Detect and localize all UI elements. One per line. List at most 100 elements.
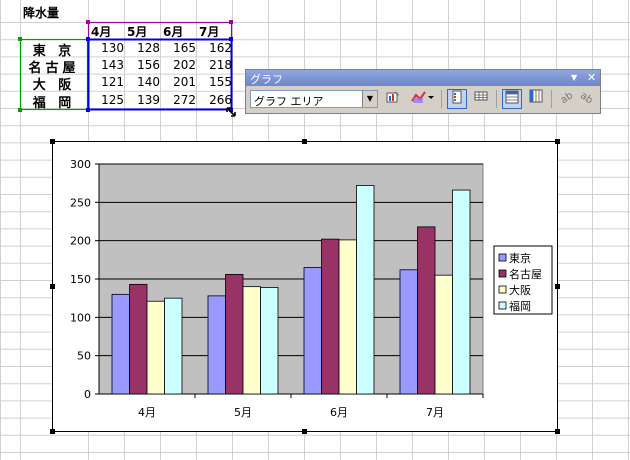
chart-object-select[interactable]: グラフ エリア ▼ — [250, 90, 378, 108]
legend-swatch — [498, 301, 507, 310]
range-handle[interactable] — [229, 37, 233, 41]
row-header-city[interactable]: 名古屋 — [28, 61, 80, 77]
bar[interactable] — [225, 273, 244, 395]
range-handle[interactable] — [86, 20, 90, 24]
row-header-city[interactable]: 東 京 — [32, 44, 76, 59]
table-cell[interactable]: 143 — [101, 58, 124, 73]
bar[interactable] — [129, 283, 148, 395]
bar[interactable] — [303, 267, 322, 395]
table-cell[interactable]: 130 — [101, 41, 124, 55]
x-tick-label: 5月 — [234, 406, 252, 419]
format-chart-area-button[interactable] — [383, 89, 403, 109]
table-cell[interactable]: 162 — [209, 41, 232, 55]
table-cell[interactable]: 139 — [137, 92, 160, 107]
by-row-button[interactable] — [502, 89, 522, 109]
y-tick-label: 0 — [84, 388, 91, 401]
chevron-down-icon[interactable]: ▼ — [362, 91, 377, 107]
table-cell[interactable]: 201 — [173, 75, 196, 90]
bar[interactable] — [260, 287, 279, 395]
bar[interactable] — [434, 274, 453, 395]
by-row-icon — [505, 90, 519, 104]
y-tick-label: 100 — [70, 311, 91, 324]
bar[interactable] — [242, 286, 261, 395]
toolbar-separator — [441, 90, 442, 108]
chart-type-icon — [411, 91, 434, 103]
legend-label: 福岡 — [509, 299, 531, 313]
table-cell[interactable]: 140 — [137, 75, 160, 90]
column-header-month[interactable]: 4月 — [91, 25, 112, 39]
chart-type-button[interactable] — [410, 89, 436, 109]
legend-label: 東京 — [509, 251, 531, 265]
svg-text:ab: ab — [559, 90, 574, 105]
sheet-title: 降水量 — [23, 6, 60, 20]
table-cell[interactable]: 266 — [209, 92, 232, 107]
range-handle[interactable] — [229, 108, 233, 112]
chart-resize-handle[interactable] — [555, 284, 560, 289]
data-range-border — [87, 38, 233, 111]
bar[interactable] — [417, 226, 436, 395]
table-cell[interactable]: 125 — [101, 92, 124, 107]
row-header-city[interactable]: 大 阪 — [32, 78, 76, 94]
chart-area[interactable]: 0 50 100 150 200 250 300 4月 5月 6月 7月 東京 名古屋 大阪 福岡 — [52, 141, 558, 432]
bar[interactable] — [452, 189, 471, 395]
table-cell[interactable]: 165 — [173, 41, 196, 55]
legend-swatch — [498, 269, 507, 278]
table-cell[interactable]: 128 — [137, 41, 160, 55]
angle-text-down-button[interactable]: ab — [556, 89, 576, 109]
x-tick-label: 7月 — [426, 406, 444, 419]
chart-resize-handle[interactable] — [302, 429, 307, 434]
legend-icon — [452, 90, 462, 104]
bar[interactable] — [207, 295, 226, 395]
chart-resize-handle[interactable] — [50, 429, 55, 434]
chart-resize-handle[interactable] — [50, 284, 55, 289]
range-handle[interactable] — [86, 108, 90, 112]
range-handle[interactable] — [18, 108, 22, 112]
table-cell[interactable]: 272 — [173, 92, 196, 107]
range-handle[interactable] — [18, 37, 22, 41]
toolbar-separator — [496, 90, 497, 108]
column-header-month[interactable]: 5月 — [127, 25, 148, 39]
svg-text:ab: ab — [579, 90, 595, 105]
y-tick-label: 250 — [70, 196, 91, 209]
y-tick-label: 300 — [70, 158, 91, 171]
data-table-button[interactable] — [471, 89, 491, 109]
bar[interactable] — [111, 293, 130, 395]
legend-button[interactable] — [447, 89, 467, 109]
row-header-city[interactable]: 福 岡 — [32, 95, 76, 111]
y-tick-label: 50 — [77, 350, 91, 363]
bar[interactable] — [146, 300, 165, 395]
chart-toolbar[interactable]: グラフ ▼ ✕ グラフ エリア ▼ ab ab — [245, 69, 601, 114]
bar[interactable] — [399, 269, 418, 395]
toolbar-title-bar[interactable]: グラフ ▼ ✕ — [246, 70, 600, 86]
chart-resize-handle[interactable] — [555, 429, 560, 434]
bar[interactable] — [356, 185, 375, 395]
chart-resize-handle[interactable] — [555, 139, 560, 144]
table-cell[interactable]: 202 — [173, 58, 196, 73]
legend-swatch — [498, 285, 507, 294]
toolbar-options-icon[interactable]: ▼ — [571, 73, 578, 82]
table-cell[interactable]: 156 — [137, 58, 160, 73]
toolbar-close-icon[interactable]: ✕ — [587, 71, 597, 84]
legend-label: 大阪 — [509, 283, 531, 297]
table-cell[interactable]: 155 — [209, 75, 232, 90]
bar[interactable] — [321, 238, 340, 395]
chart-resize-handle[interactable] — [302, 139, 307, 144]
bar[interactable] — [338, 239, 357, 395]
chart-resize-handle[interactable] — [50, 139, 55, 144]
bar[interactable] — [164, 297, 183, 395]
range-handle[interactable] — [86, 37, 90, 41]
by-column-button[interactable] — [526, 89, 546, 109]
table-cell[interactable]: 121 — [101, 75, 124, 90]
angle-text-up-button[interactable]: ab — [577, 89, 597, 109]
x-tick-label: 6月 — [330, 406, 348, 419]
column-header-month[interactable]: 7月 — [199, 25, 220, 39]
legend-label: 名古屋 — [509, 267, 542, 281]
column-header-month[interactable]: 6月 — [163, 25, 184, 39]
range-handle[interactable] — [229, 20, 233, 24]
y-tick-label: 150 — [70, 273, 91, 286]
table-cell[interactable]: 218 — [209, 58, 232, 73]
x-tick-label: 4月 — [138, 406, 156, 419]
chart-object-select-value: グラフ エリア — [254, 95, 324, 108]
